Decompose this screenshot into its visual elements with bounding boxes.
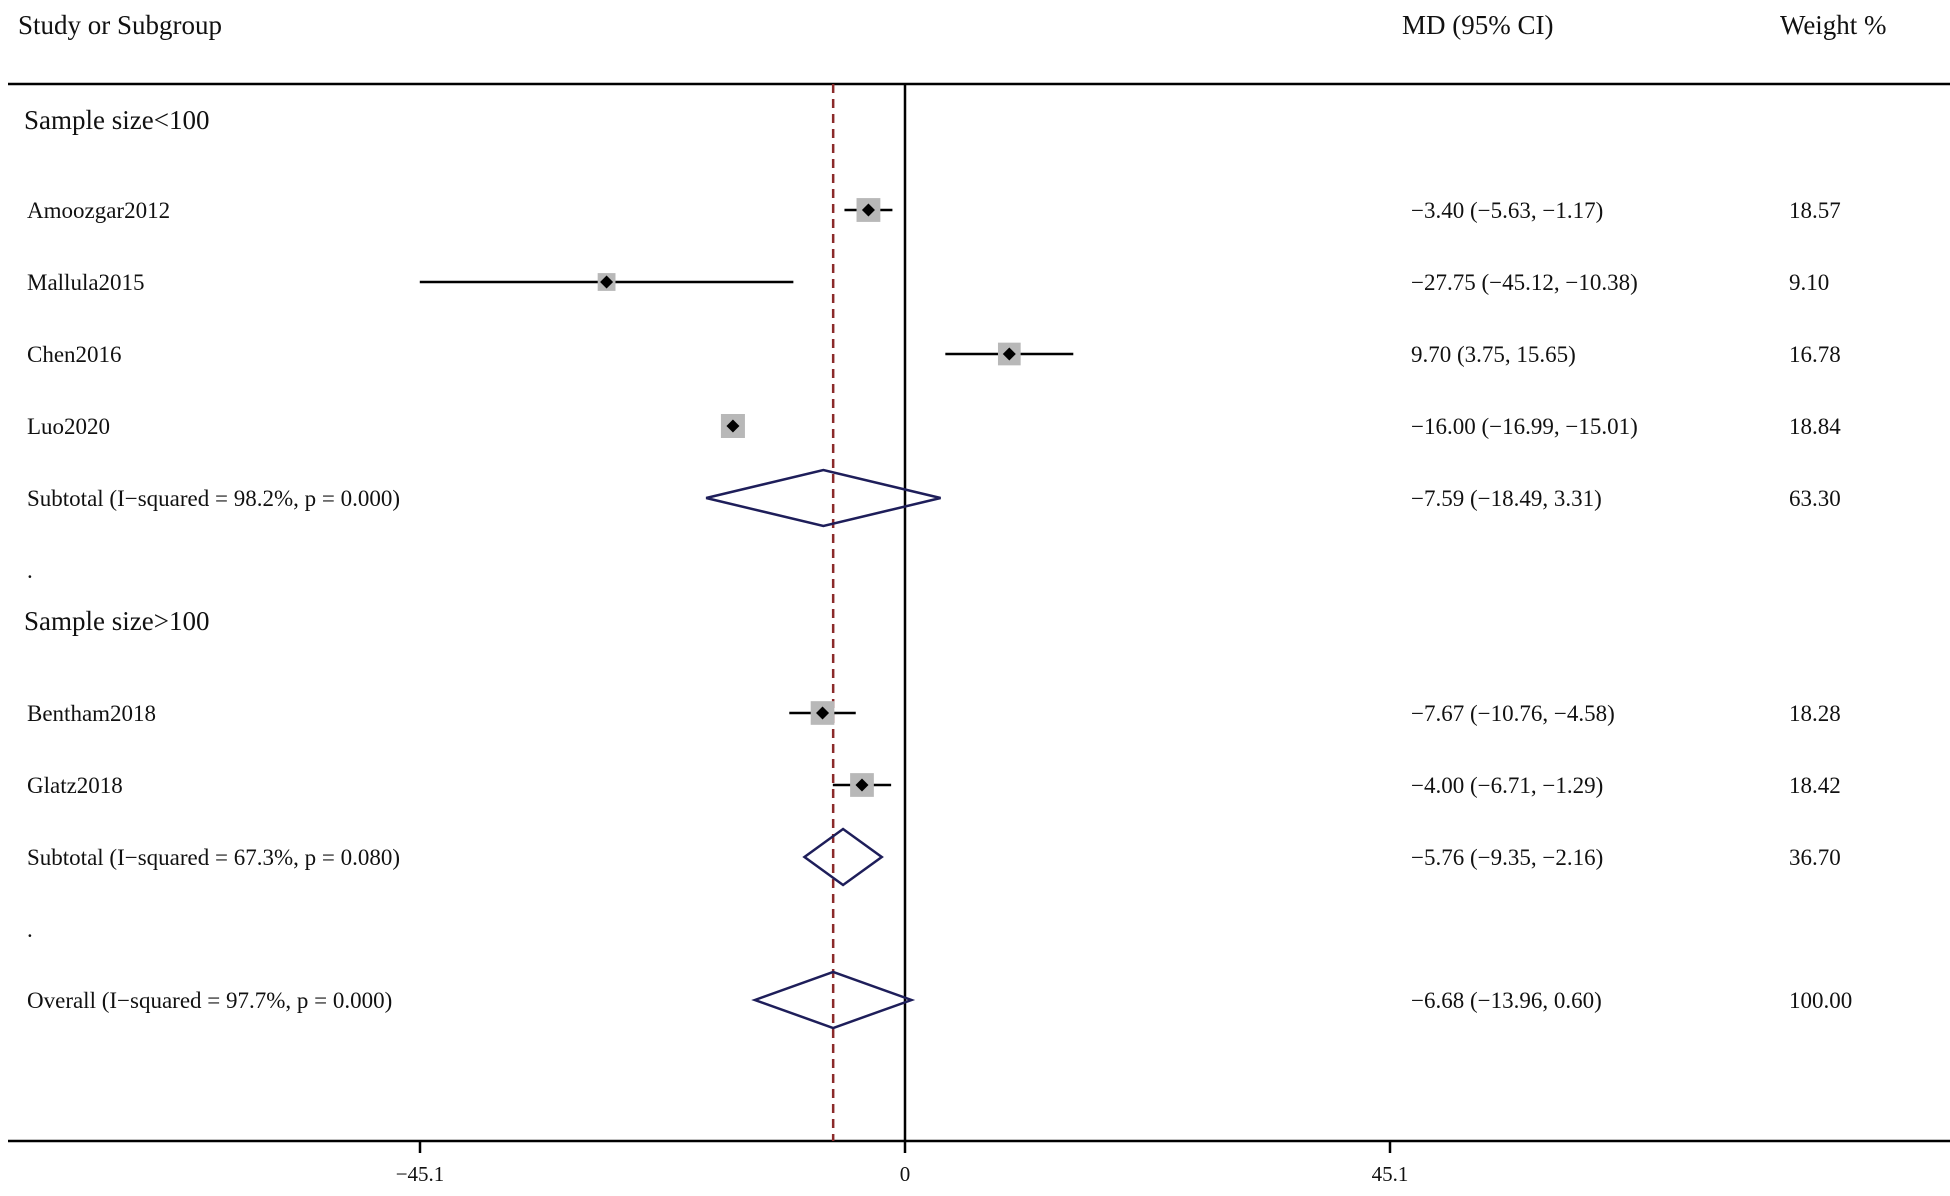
- study-label: Amoozgar2012: [27, 198, 170, 223]
- header-weight: Weight %: [1780, 10, 1887, 40]
- point-estimate: [1002, 347, 1016, 361]
- point-estimate: [855, 778, 869, 792]
- weight-value: 36.70: [1789, 845, 1841, 870]
- effect-ci-text: −3.40 (−5.63, −1.17): [1411, 198, 1603, 223]
- weight-value: 63.30: [1789, 486, 1841, 511]
- effect-ci-text: −7.67 (−10.76, −4.58): [1411, 701, 1615, 726]
- point-estimate: [816, 706, 830, 720]
- effect-ci-text: −7.59 (−18.49, 3.31): [1411, 486, 1602, 511]
- point-estimate: [600, 275, 614, 289]
- weight-value: 18.42: [1789, 773, 1841, 798]
- weight-value: 9.10: [1789, 270, 1829, 295]
- weight-value: 18.57: [1789, 198, 1841, 223]
- weight-value: 18.28: [1789, 701, 1841, 726]
- group-heading: Sample size>100: [24, 606, 209, 636]
- subtotal-label: Subtotal (I−squared = 67.3%, p = 0.080): [27, 845, 400, 870]
- study-label: Bentham2018: [27, 701, 156, 726]
- header-effect: MD (95% CI): [1402, 10, 1553, 40]
- study-label: Mallula2015: [27, 270, 145, 295]
- overall-diamond: [751, 970, 916, 1030]
- effect-ci-text: −6.68 (−13.96, 0.60): [1411, 988, 1602, 1013]
- rows-layer: Sample size<100 Amoozgar2012 −3.40 (−5.63,…: [24, 105, 1852, 1030]
- subtotal-diamond: [802, 827, 884, 887]
- x-axis-ticks: −45.1 0 45.1: [396, 1141, 1409, 1186]
- weight-value: 16.78: [1789, 342, 1841, 367]
- effect-ci-text: −5.76 (−9.35, −2.16): [1411, 845, 1603, 870]
- group-heading: Sample size<100: [24, 105, 209, 135]
- effect-ci-text: −4.00 (−6.71, −1.29): [1411, 773, 1603, 798]
- overall-label: Overall (I−squared = 97.7%, p = 0.000): [27, 988, 392, 1013]
- study-label: Chen2016: [27, 342, 122, 367]
- effect-ci-text: −27.75 (−45.12, −10.38): [1411, 270, 1638, 295]
- effect-ci-text: −16.00 (−16.99, −15.01): [1411, 414, 1638, 439]
- effect-ci-text: 9.70 (3.75, 15.65): [1411, 342, 1576, 367]
- weight-value: 100.00: [1789, 988, 1852, 1013]
- subtotal-diamond: [705, 468, 941, 528]
- study-label: Glatz2018: [27, 773, 123, 798]
- point-estimate: [861, 203, 875, 217]
- tick-label: −45.1: [396, 1162, 445, 1186]
- spacer-dot: .: [27, 558, 33, 583]
- spacer-dot: .: [27, 917, 33, 942]
- point-estimate: [726, 419, 740, 433]
- tick-label: 45.1: [1372, 1162, 1409, 1186]
- subtotal-label: Subtotal (I−squared = 98.2%, p = 0.000): [27, 486, 400, 511]
- study-label: Luo2020: [27, 414, 110, 439]
- header-study: Study or Subgroup: [18, 10, 222, 40]
- tick-label: 0: [900, 1162, 911, 1186]
- weight-value: 18.84: [1789, 414, 1841, 439]
